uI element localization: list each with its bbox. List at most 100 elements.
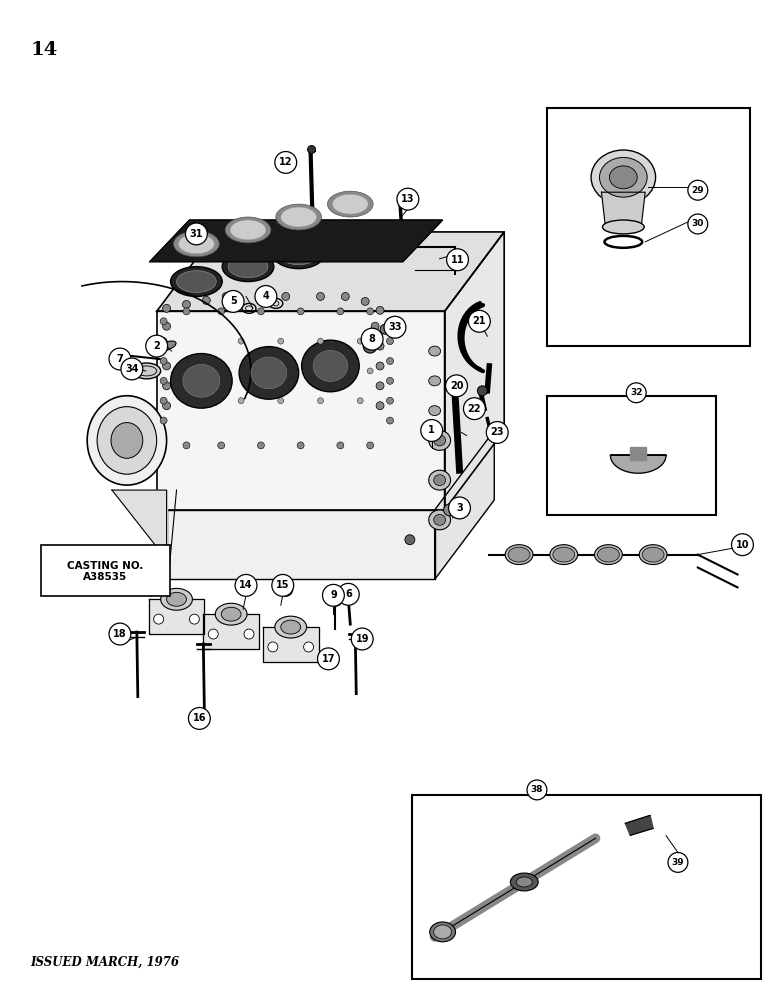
Ellipse shape — [87, 396, 167, 485]
Circle shape — [344, 591, 354, 601]
Text: 22: 22 — [468, 404, 481, 414]
Text: 39: 39 — [672, 858, 684, 867]
Polygon shape — [112, 490, 167, 560]
Circle shape — [235, 574, 257, 596]
Text: ISSUED MARCH, 1976: ISSUED MARCH, 1976 — [30, 956, 179, 969]
Circle shape — [317, 292, 324, 300]
Circle shape — [183, 442, 190, 449]
Circle shape — [146, 335, 168, 357]
Ellipse shape — [275, 616, 307, 638]
Circle shape — [255, 286, 277, 307]
Ellipse shape — [174, 231, 219, 257]
Circle shape — [367, 442, 374, 449]
Polygon shape — [204, 614, 259, 649]
Circle shape — [218, 442, 225, 449]
Text: 18: 18 — [113, 629, 126, 639]
Text: 9: 9 — [330, 590, 337, 600]
Ellipse shape — [597, 547, 619, 562]
Circle shape — [527, 780, 547, 800]
Circle shape — [121, 358, 143, 380]
Ellipse shape — [222, 607, 241, 621]
Circle shape — [257, 308, 264, 315]
Circle shape — [324, 652, 338, 666]
Circle shape — [163, 304, 171, 312]
Text: 32: 32 — [630, 388, 643, 397]
Ellipse shape — [215, 603, 247, 625]
Ellipse shape — [276, 204, 321, 230]
Circle shape — [444, 504, 456, 516]
Circle shape — [160, 318, 167, 325]
Circle shape — [183, 300, 190, 308]
Circle shape — [208, 629, 218, 639]
Circle shape — [376, 342, 384, 350]
Text: 20: 20 — [450, 381, 463, 391]
Ellipse shape — [429, 406, 441, 416]
Ellipse shape — [158, 341, 176, 351]
Circle shape — [322, 584, 344, 606]
Text: 15: 15 — [276, 580, 289, 590]
Circle shape — [371, 322, 379, 330]
Polygon shape — [157, 311, 445, 510]
Circle shape — [186, 223, 207, 245]
Text: 12: 12 — [279, 157, 292, 167]
Text: 2: 2 — [154, 341, 160, 351]
Circle shape — [297, 442, 304, 449]
Circle shape — [361, 297, 369, 305]
Circle shape — [376, 402, 384, 410]
Polygon shape — [611, 455, 666, 473]
Circle shape — [297, 308, 304, 315]
Circle shape — [447, 249, 469, 271]
Circle shape — [448, 497, 470, 519]
Circle shape — [202, 296, 211, 304]
Circle shape — [160, 338, 167, 345]
Circle shape — [387, 397, 393, 404]
Circle shape — [384, 316, 406, 338]
Ellipse shape — [516, 877, 532, 887]
Circle shape — [183, 308, 190, 315]
Circle shape — [268, 642, 278, 652]
Ellipse shape — [324, 225, 376, 255]
Circle shape — [688, 180, 707, 200]
Circle shape — [376, 306, 384, 314]
Circle shape — [477, 386, 488, 396]
Ellipse shape — [434, 925, 452, 939]
Circle shape — [154, 338, 165, 348]
Circle shape — [282, 292, 289, 300]
Circle shape — [163, 322, 171, 330]
Circle shape — [222, 292, 230, 300]
Circle shape — [238, 338, 244, 344]
Ellipse shape — [328, 191, 373, 217]
Ellipse shape — [550, 545, 578, 565]
Ellipse shape — [602, 220, 644, 234]
Circle shape — [626, 383, 646, 403]
Ellipse shape — [111, 423, 143, 458]
Circle shape — [351, 628, 373, 650]
Ellipse shape — [97, 407, 157, 474]
Circle shape — [222, 291, 244, 312]
Ellipse shape — [281, 620, 300, 634]
Text: 11: 11 — [451, 255, 464, 265]
Circle shape — [486, 422, 508, 443]
Ellipse shape — [429, 430, 451, 450]
Ellipse shape — [239, 347, 299, 399]
Ellipse shape — [600, 157, 647, 197]
Circle shape — [154, 614, 164, 624]
Ellipse shape — [278, 243, 318, 265]
Ellipse shape — [302, 340, 360, 392]
Circle shape — [376, 382, 384, 390]
Circle shape — [163, 402, 171, 410]
Circle shape — [367, 308, 374, 315]
Ellipse shape — [331, 229, 370, 251]
Circle shape — [361, 328, 383, 350]
Polygon shape — [445, 232, 504, 510]
Ellipse shape — [176, 271, 216, 292]
Text: 6: 6 — [345, 589, 352, 599]
Circle shape — [303, 642, 314, 652]
Polygon shape — [434, 430, 495, 579]
Text: 4: 4 — [263, 291, 269, 301]
Ellipse shape — [133, 363, 161, 379]
Ellipse shape — [161, 588, 193, 610]
Circle shape — [732, 534, 753, 556]
Circle shape — [109, 348, 131, 370]
Polygon shape — [601, 192, 645, 227]
